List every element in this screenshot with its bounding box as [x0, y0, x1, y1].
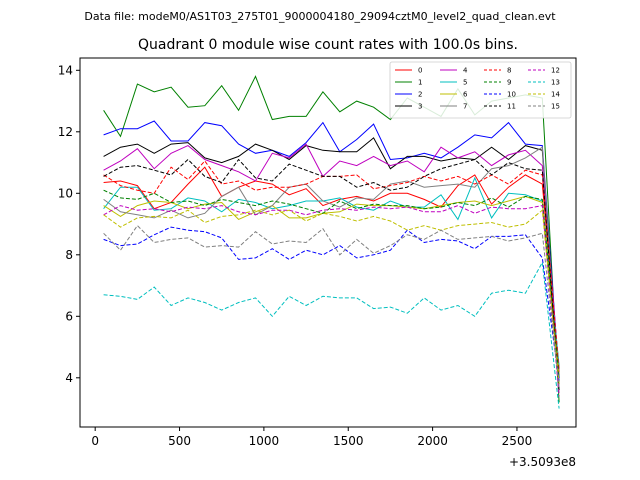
y-tick-label: 14 — [58, 63, 73, 77]
series-line-14 — [103, 209, 560, 384]
x-offset-label: +3.5093e8 — [509, 455, 576, 469]
x-tick-label: 2000 — [417, 434, 448, 448]
y-tick-label: 6 — [65, 309, 73, 323]
series-line-1 — [103, 75, 560, 403]
x-tick-label: 2500 — [502, 434, 533, 448]
y-tick-label: 4 — [65, 371, 73, 385]
y-axis: 4 6 8 10 12 14 — [58, 63, 80, 385]
legend-label-2: 2 — [418, 91, 422, 99]
legend-label-13: 13 — [551, 79, 560, 87]
legend-label-0: 0 — [418, 67, 422, 75]
legend-label-4: 4 — [463, 67, 468, 75]
x-tick-label: 500 — [168, 434, 191, 448]
plot-area — [103, 75, 560, 409]
series-line-6 — [103, 195, 560, 375]
legend-label-14: 14 — [551, 91, 560, 99]
x-tick-label: 1000 — [249, 434, 280, 448]
series-line-11 — [103, 158, 560, 391]
series-line-10 — [103, 226, 560, 381]
series-line-8 — [103, 160, 560, 372]
series-line-3 — [103, 137, 560, 384]
series-line-4 — [103, 143, 560, 372]
x-tick-label: 0 — [91, 434, 99, 448]
legend-label-6: 6 — [463, 91, 468, 99]
x-tick-label: 1500 — [333, 434, 364, 448]
legend-label-11: 11 — [507, 103, 516, 111]
legend-label-3: 3 — [418, 103, 422, 111]
legend-label-10: 10 — [507, 91, 516, 99]
legend-label-12: 12 — [551, 67, 560, 75]
y-tick-label: 8 — [65, 248, 73, 262]
legend-label-8: 8 — [507, 67, 511, 75]
legend-label-1: 1 — [418, 79, 422, 87]
x-axis: 0 500 1000 1500 2000 2500 — [91, 427, 532, 448]
legend-label-7: 7 — [463, 103, 467, 111]
series-line-7 — [103, 146, 560, 394]
legend-label-9: 9 — [507, 79, 511, 87]
legend-box — [389, 61, 572, 119]
series-line-12 — [103, 205, 560, 397]
series-line-0 — [103, 166, 560, 369]
series-line-2 — [103, 120, 560, 378]
series-line-9 — [103, 189, 560, 378]
y-tick-label: 12 — [58, 125, 73, 139]
legend-label-5: 5 — [463, 79, 467, 87]
legend-label-15: 15 — [551, 103, 560, 111]
series-line-15 — [103, 224, 560, 388]
axes-frame — [79, 57, 577, 428]
y-tick-label: 10 — [58, 186, 73, 200]
series-line-13 — [103, 260, 560, 409]
chart-title: Quadrant 0 module wise count rates with … — [138, 37, 518, 53]
series-line-5 — [103, 176, 560, 366]
suptitle: Data file: modeM0/AS1T03_275T01_90000041… — [84, 10, 556, 23]
